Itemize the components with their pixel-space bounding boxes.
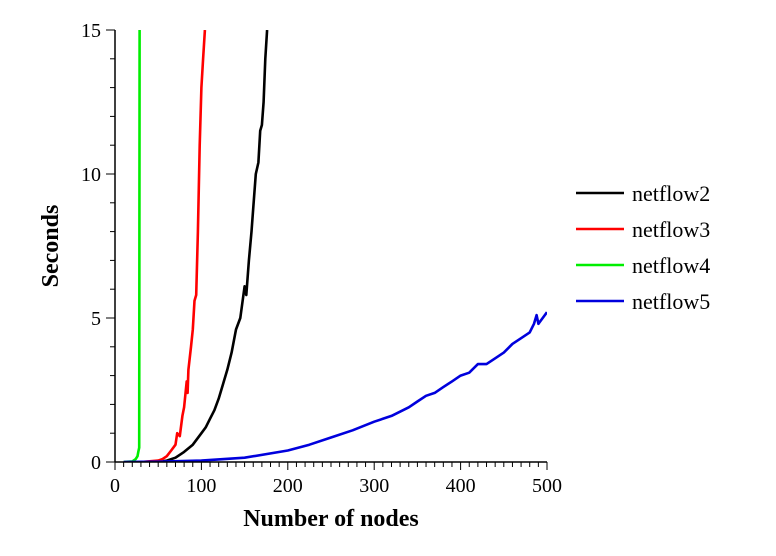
x-tick-label: 100 <box>186 475 216 497</box>
y-axis-label: Seconds <box>38 205 64 288</box>
x-tick-label: 400 <box>446 475 476 497</box>
x-axis-label: Number of nodes <box>243 506 419 532</box>
y-tick-label: 5 <box>91 308 101 330</box>
legend-label: netflow4 <box>632 253 710 278</box>
legend-label: netflow3 <box>632 217 710 242</box>
x-tick-label: 200 <box>273 475 303 497</box>
series-line-netflow3 <box>140 30 207 462</box>
x-tick-label: 300 <box>359 475 389 497</box>
y-tick-label: 0 <box>91 452 101 474</box>
legend-label: netflow5 <box>632 289 710 314</box>
series-line-netflow5 <box>123 311 547 462</box>
x-tick-label: 0 <box>110 475 120 497</box>
y-tick-label: 10 <box>81 164 101 186</box>
legend-label: netflow2 <box>632 181 710 206</box>
x-tick-label: 500 <box>532 475 562 497</box>
y-tick-label: 15 <box>81 20 101 42</box>
series-line-netflow2 <box>157 30 269 462</box>
legend: netflow2 netflow3 netflow4 netflow5 <box>576 181 710 314</box>
series-line-netflow4 <box>123 30 141 462</box>
